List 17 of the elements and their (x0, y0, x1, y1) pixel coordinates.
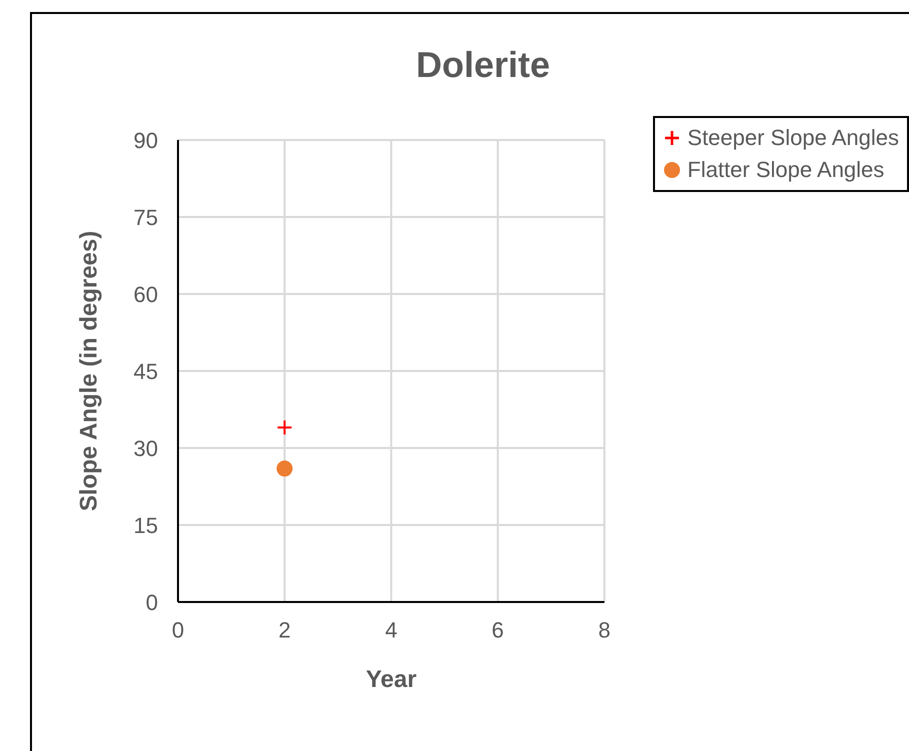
y-tick-label: 30 (134, 436, 158, 461)
y-tick-label: 60 (134, 282, 158, 307)
x-tick-label: 0 (172, 618, 184, 643)
y-axis-title: Slope Angle (in degrees) (76, 230, 103, 512)
x-tick-label: 6 (492, 618, 504, 643)
x-tick-label: 2 (278, 618, 291, 643)
x-tick-label: 4 (385, 618, 398, 643)
y-tick-label: 45 (134, 358, 158, 384)
y-tick-label: 15 (134, 512, 158, 538)
chart-title: Dolerite (414, 44, 552, 86)
legend-label: Flatter Slope Angles (687, 156, 884, 184)
y-tick-label: 0 (146, 590, 158, 615)
y-tick-label: 75 (134, 204, 158, 230)
legend-label: Steeper Slope Angles (687, 124, 899, 152)
x-axis-title: Year (366, 666, 417, 694)
y-tick-label: 90 (134, 128, 158, 153)
x-tick-label: 8 (598, 618, 611, 643)
